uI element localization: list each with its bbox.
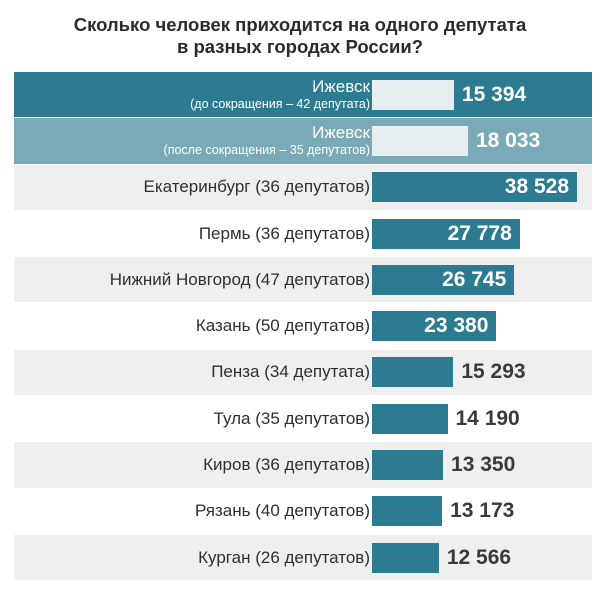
- bar-row: Пермь (36 депутатов) 27 778: [14, 211, 592, 256]
- value-label: 12 566: [446, 545, 512, 569]
- bar-row: Ижевск (до сокращения – 42 депутата) 15 39…: [14, 72, 592, 118]
- bar-row: Пенза (34 депутата) 15 293: [14, 349, 592, 396]
- value-label: 15 394: [461, 82, 527, 106]
- bar: [372, 218, 520, 249]
- category-label: Пенза (34 депутата): [211, 350, 370, 395]
- value-label: 13 350: [451, 453, 516, 477]
- value-label: 13 173: [450, 499, 515, 523]
- bar: [372, 264, 515, 295]
- bar: [372, 311, 497, 342]
- value-label: 14 190: [455, 406, 520, 430]
- bar-row: Екатеринбург (36 депутатов) 38 528: [14, 164, 592, 210]
- category-label-text: Ижевск: [312, 77, 370, 97]
- category-label-text: Курган (26 депутатов): [198, 547, 370, 567]
- category-label: Екатеринбург (36 депутатов): [144, 165, 370, 210]
- chart-title-line-2: в разных городах России?: [176, 36, 424, 57]
- value-label: 27 778: [447, 221, 512, 245]
- category-label-text: Ижевск: [312, 123, 370, 143]
- bar-row: Тула (35 депутатов) 14 190: [14, 396, 592, 441]
- category-label-text: Екатеринбург (36 депутатов): [143, 177, 370, 197]
- bar: [372, 450, 444, 481]
- category-sublabel: (до сокращения – 42 депутата): [190, 97, 370, 112]
- category-label: Тула (35 депутатов): [214, 396, 370, 441]
- value-label: 38 528: [504, 175, 569, 199]
- category-label: Ижевск (до сокращения – 42 депутата): [190, 72, 370, 117]
- category-label: Пермь (36 депутатов): [199, 211, 370, 256]
- bar: [372, 357, 454, 388]
- category-label: Киров (36 депутатов): [203, 442, 370, 487]
- category-label: Казань (50 депутатов): [196, 304, 370, 349]
- value-label: 18 033: [475, 128, 541, 152]
- bar-row: Киров (36 депутатов) 13 350: [14, 442, 592, 488]
- category-label-text: Тула (35 депутатов): [213, 408, 370, 428]
- category-label-text: Казань (50 депутатов): [195, 316, 370, 336]
- bar: [372, 79, 454, 110]
- category-label-text: Нижний Новгород (47 депутатов): [109, 269, 370, 289]
- bar-row: Рязань (40 депутатов) 13 173: [14, 489, 592, 534]
- category-label-text: Киров (36 депутатов): [203, 455, 370, 475]
- chart-title: Сколько человек приходится на одного деп…: [0, 14, 600, 58]
- bar-row: Ижевск (после сокращения – 35 депутатов) 1…: [14, 118, 592, 164]
- chart-title-line-1: Сколько человек приходится на одного деп…: [73, 14, 527, 35]
- category-label: Курган (26 депутатов): [198, 535, 370, 580]
- value-label: 15 293: [461, 360, 526, 384]
- category-sublabel: (после сокращения – 35 депутатов): [163, 143, 370, 158]
- value-label: 26 745: [442, 267, 507, 291]
- category-label: Ижевск (после сокращения – 35 депутатов): [164, 118, 370, 163]
- bar: [372, 125, 468, 156]
- bar-row: Казань (50 депутатов) 23 380: [14, 304, 592, 349]
- category-label-text: Пенза (34 депутата): [211, 362, 370, 382]
- category-label-text: Пермь (36 депутатов): [198, 223, 370, 243]
- category-label-text: Рязань (40 депутатов): [195, 501, 370, 521]
- category-label: Рязань (40 депутатов): [195, 489, 370, 534]
- bar: [372, 403, 448, 434]
- category-label: Нижний Новгород (47 депутатов): [110, 257, 370, 302]
- bar: [372, 542, 439, 573]
- bar-row: Курган (26 депутатов) 12 566: [14, 535, 592, 581]
- value-label: 23 380: [424, 314, 489, 338]
- bar: [372, 172, 577, 203]
- bar-row: Нижний Новгород (47 депутатов) 26 745: [14, 257, 592, 303]
- bar: [372, 496, 443, 527]
